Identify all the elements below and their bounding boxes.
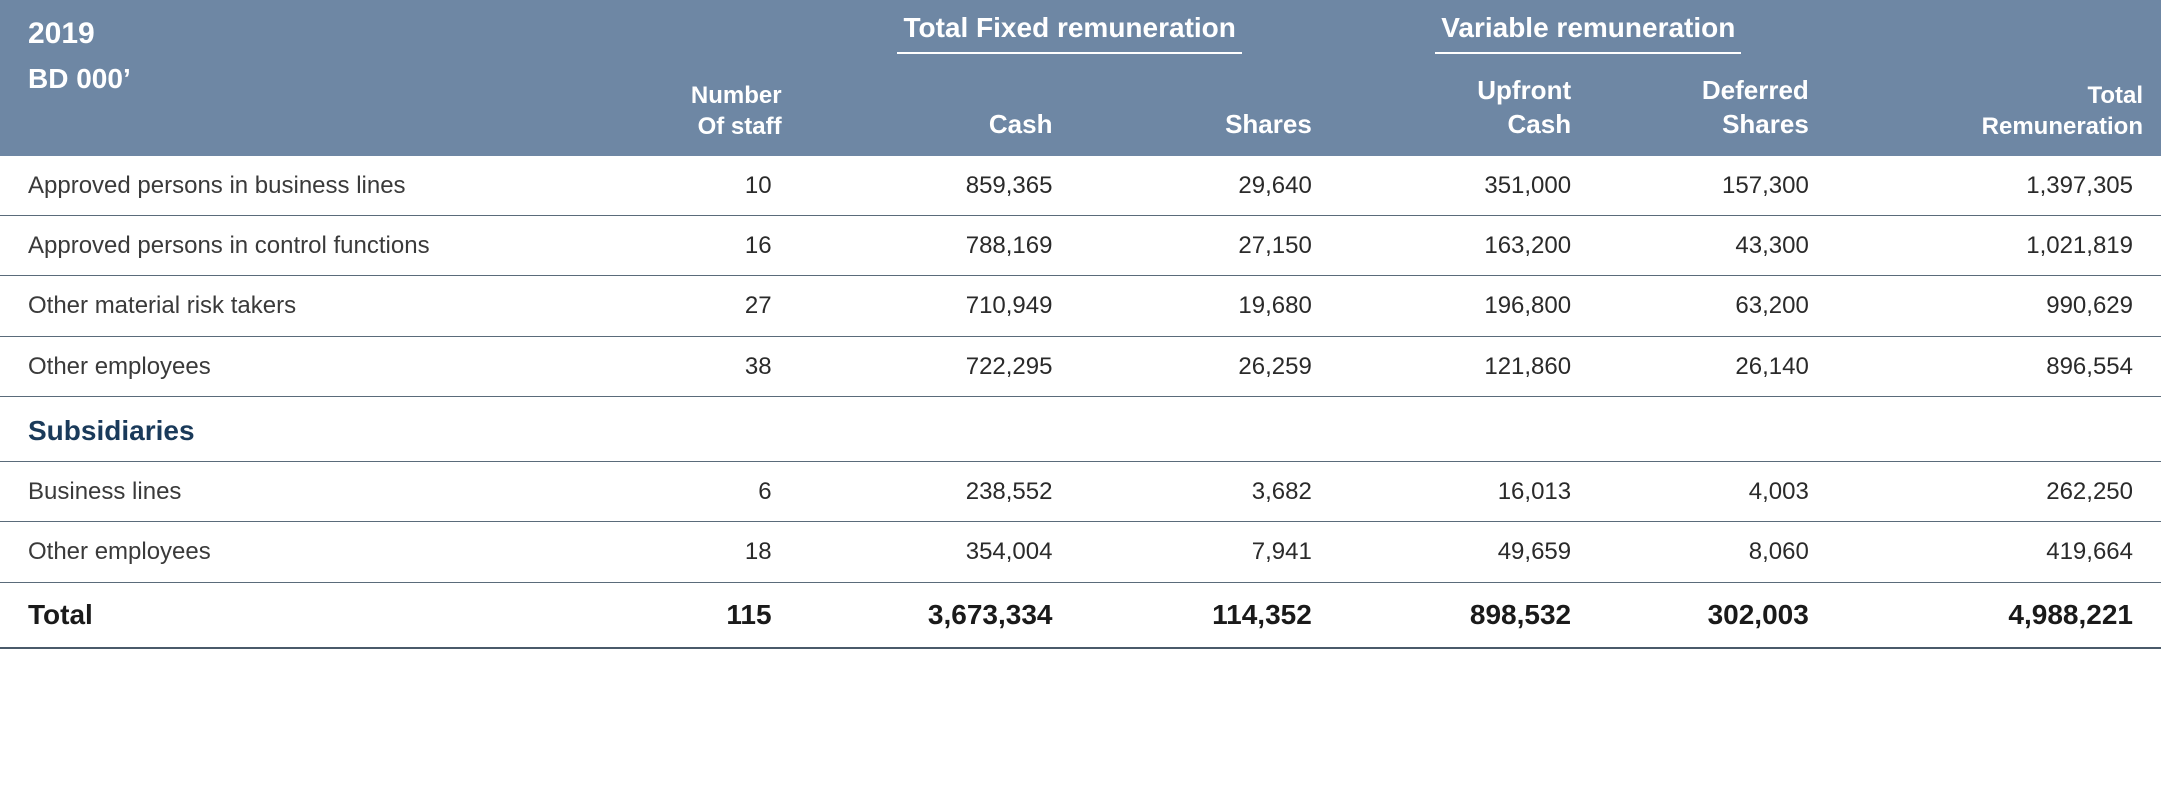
cell-total: 1,021,819 bbox=[1837, 216, 2161, 276]
table-row: Approved persons in control functions167… bbox=[0, 216, 2161, 276]
table-row: Total1153,673,334114,352898,532302,0034,… bbox=[0, 582, 2161, 648]
group-variable-text: Variable remuneration bbox=[1435, 10, 1741, 54]
cell-upfront: 196,800 bbox=[1340, 276, 1599, 336]
row-label: Other employees bbox=[0, 336, 583, 396]
group-fixed-header: Total Fixed remuneration bbox=[800, 0, 1340, 68]
table-row: Approved persons in business lines10859,… bbox=[0, 156, 2161, 216]
col-number-header: Number Of staff bbox=[583, 0, 799, 156]
cell-total: 419,664 bbox=[1837, 522, 2161, 582]
col-deferred-header: Deferred Shares bbox=[1599, 68, 1837, 156]
col-number-text: Number Of staff bbox=[691, 80, 782, 142]
group-variable-header: Variable remuneration bbox=[1340, 0, 1837, 68]
cell-total: 1,397,305 bbox=[1837, 156, 2161, 216]
cell-number: 38 bbox=[583, 336, 799, 396]
row-label: Other material risk takers bbox=[0, 276, 583, 336]
cell-upfront: 49,659 bbox=[1340, 522, 1599, 582]
cell-shares: 26,259 bbox=[1080, 336, 1339, 396]
col-shares-header: Shares bbox=[1080, 68, 1339, 156]
cell-number: 18 bbox=[583, 522, 799, 582]
table-row: Other employees38722,29526,259121,86026,… bbox=[0, 336, 2161, 396]
cell-deferred: 43,300 bbox=[1599, 216, 1837, 276]
table-row: Business lines6238,5523,68216,0134,00326… bbox=[0, 462, 2161, 522]
cell-deferred: 302,003 bbox=[1599, 582, 1837, 648]
cell-number: 115 bbox=[583, 582, 799, 648]
row-label: Approved persons in business lines bbox=[0, 156, 583, 216]
table-row: Other employees18354,0047,94149,6598,060… bbox=[0, 522, 2161, 582]
unit-label: BD 000’ bbox=[28, 61, 565, 97]
row-label: Total bbox=[0, 582, 583, 648]
table-body: Approved persons in business lines10859,… bbox=[0, 156, 2161, 648]
cell-deferred: 8,060 bbox=[1599, 522, 1837, 582]
cell-upfront: 351,000 bbox=[1340, 156, 1599, 216]
remuneration-table: 2019 BD 000’ Number Of staff Total Fixed… bbox=[0, 0, 2161, 649]
group-fixed-text: Total Fixed remuneration bbox=[897, 10, 1241, 54]
col-total-text: Total Remuneration bbox=[1982, 80, 2143, 142]
cell-number: 27 bbox=[583, 276, 799, 336]
cell-shares: 27,150 bbox=[1080, 216, 1339, 276]
col-upfront-header: Upfront Cash bbox=[1340, 68, 1599, 156]
cell-upfront: 16,013 bbox=[1340, 462, 1599, 522]
cell-cash: 354,004 bbox=[800, 522, 1081, 582]
cell-upfront: 163,200 bbox=[1340, 216, 1599, 276]
cell-shares: 29,640 bbox=[1080, 156, 1339, 216]
col-cash-header: Cash bbox=[800, 68, 1081, 156]
cell-total: 896,554 bbox=[1837, 336, 2161, 396]
table-row: Subsidiaries bbox=[0, 396, 2161, 461]
cell-shares: 3,682 bbox=[1080, 462, 1339, 522]
cell-shares: 114,352 bbox=[1080, 582, 1339, 648]
row-label: Other employees bbox=[0, 522, 583, 582]
table-title-cell: 2019 BD 000’ bbox=[0, 0, 583, 156]
cell-total: 4,988,221 bbox=[1837, 582, 2161, 648]
cell-cash: 238,552 bbox=[800, 462, 1081, 522]
cell-shares: 7,941 bbox=[1080, 522, 1339, 582]
cell-number: 6 bbox=[583, 462, 799, 522]
cell-total: 990,629 bbox=[1837, 276, 2161, 336]
cell-shares: 19,680 bbox=[1080, 276, 1339, 336]
cell-total: 262,250 bbox=[1837, 462, 2161, 522]
cell-cash: 3,673,334 bbox=[800, 582, 1081, 648]
cell-number: 16 bbox=[583, 216, 799, 276]
cell-deferred: 26,140 bbox=[1599, 336, 1837, 396]
cell-deferred: 157,300 bbox=[1599, 156, 1837, 216]
cell-cash: 859,365 bbox=[800, 156, 1081, 216]
row-label: Business lines bbox=[0, 462, 583, 522]
cell-cash: 788,169 bbox=[800, 216, 1081, 276]
cell-upfront: 898,532 bbox=[1340, 582, 1599, 648]
year-label: 2019 bbox=[28, 14, 565, 53]
section-label: Subsidiaries bbox=[0, 396, 2161, 461]
cell-cash: 710,949 bbox=[800, 276, 1081, 336]
cell-number: 10 bbox=[583, 156, 799, 216]
cell-upfront: 121,860 bbox=[1340, 336, 1599, 396]
cell-cash: 722,295 bbox=[800, 336, 1081, 396]
table-row: Other material risk takers27710,94919,68… bbox=[0, 276, 2161, 336]
row-label: Approved persons in control functions bbox=[0, 216, 583, 276]
col-total-header: Total Remuneration bbox=[1837, 0, 2161, 156]
cell-deferred: 4,003 bbox=[1599, 462, 1837, 522]
cell-deferred: 63,200 bbox=[1599, 276, 1837, 336]
